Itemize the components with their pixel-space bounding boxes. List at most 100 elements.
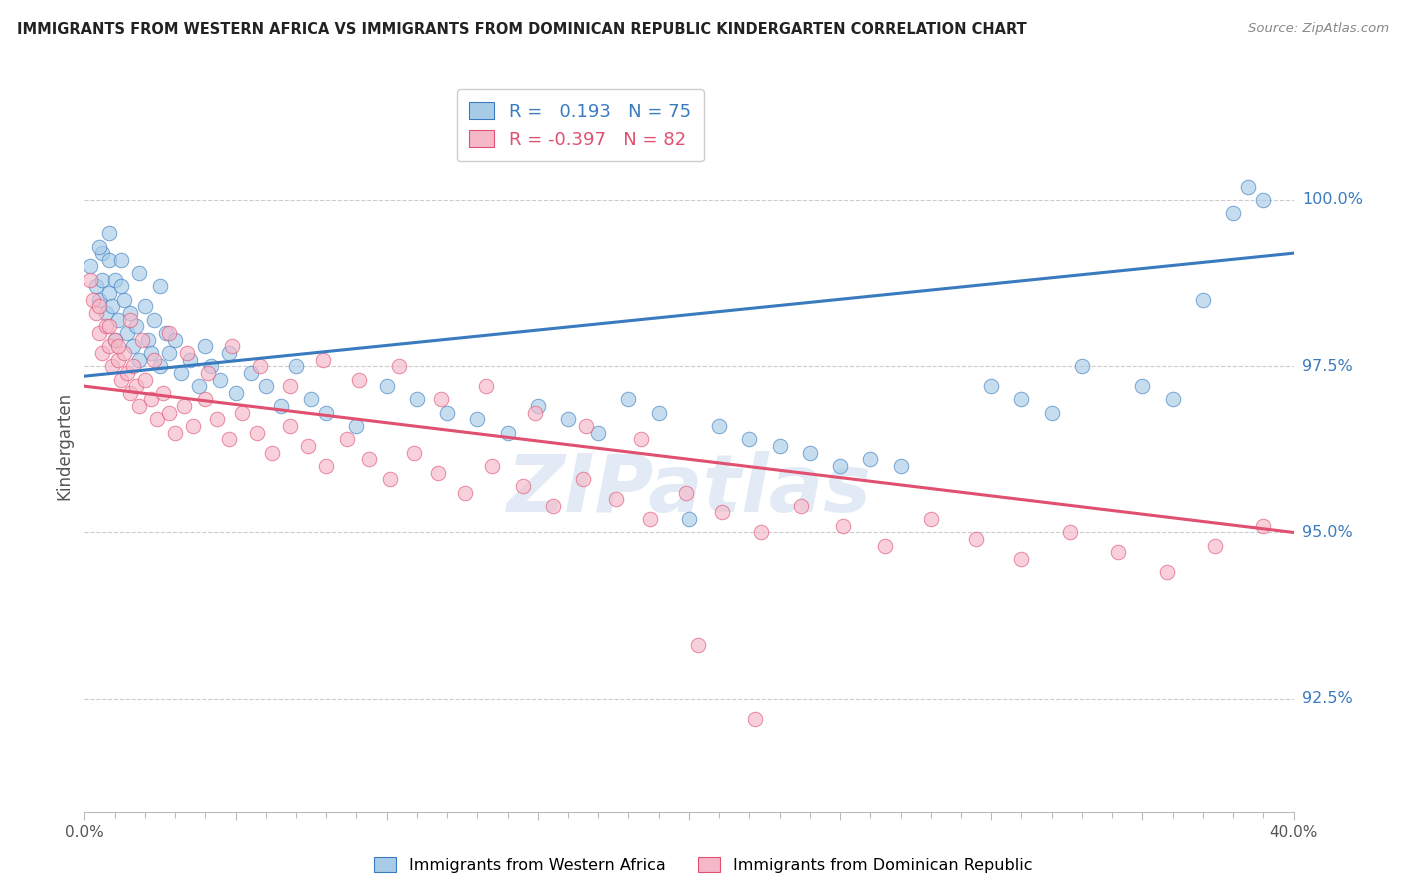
Point (112, 346, 135, 360)
Point (799, 445, 821, 459)
Point (406, 392, 429, 407)
Point (523, 406, 546, 420)
Point (221, 339, 243, 353)
Point (920, 512, 942, 526)
Point (131, 333, 153, 347)
Point (170, 366, 193, 380)
Point (89, 299, 111, 313)
Point (125, 379, 148, 393)
Point (149, 359, 172, 374)
Point (249, 359, 271, 374)
Point (1204, 539, 1226, 553)
Point (110, 372, 132, 386)
Point (89, 293, 111, 307)
Point (475, 379, 498, 393)
Text: 100.0%: 100.0% (1302, 193, 1362, 208)
Point (299, 392, 322, 407)
Point (575, 419, 598, 434)
Point (1192, 293, 1215, 307)
Point (197, 366, 219, 380)
Point (218, 346, 240, 360)
Point (388, 359, 411, 374)
Legend: R =   0.193   N = 75, R = -0.397   N = 82: R = 0.193 N = 75, R = -0.397 N = 82 (457, 89, 703, 161)
Point (207, 412, 229, 426)
Legend: Immigrants from Western Africa, Immigrants from Dominican Republic: Immigrants from Western Africa, Immigran… (367, 851, 1039, 880)
Point (146, 412, 169, 426)
Point (357, 452, 380, 467)
Point (107, 339, 129, 353)
Point (86, 306, 108, 320)
Point (181, 419, 204, 434)
Text: 95.0%: 95.0% (1302, 525, 1353, 540)
Point (890, 458, 912, 473)
Point (82, 293, 104, 307)
Point (97, 319, 120, 334)
Point (194, 339, 217, 353)
Text: Source: ZipAtlas.com: Source: ZipAtlas.com (1249, 22, 1389, 36)
Point (149, 279, 172, 293)
Point (527, 399, 550, 413)
Point (638, 512, 661, 526)
Point (738, 433, 761, 447)
Point (104, 333, 127, 347)
Point (121, 339, 143, 353)
Point (378, 472, 401, 486)
Point (1130, 379, 1153, 393)
Point (278, 419, 301, 434)
Point (965, 532, 987, 546)
Point (94, 306, 117, 320)
Point (349, 372, 371, 386)
Point (100, 359, 122, 374)
Point (200, 359, 222, 374)
Point (315, 458, 337, 473)
Point (165, 425, 187, 440)
Point (194, 392, 217, 407)
Point (1253, 193, 1275, 207)
Point (278, 379, 301, 393)
Point (97, 339, 120, 353)
Point (254, 379, 277, 393)
Y-axis label: Kindergarten: Kindergarten (55, 392, 73, 500)
Point (128, 399, 150, 413)
Point (375, 379, 398, 393)
Point (436, 406, 458, 420)
Point (1237, 179, 1260, 194)
Point (139, 346, 162, 360)
Point (104, 333, 127, 347)
Point (246, 425, 269, 440)
Point (115, 326, 138, 340)
Point (648, 406, 671, 420)
Point (188, 379, 211, 393)
Text: IMMIGRANTS FROM WESTERN AFRICA VS IMMIGRANTS FROM DOMINICAN REPUBLIC KINDERGARTE: IMMIGRANTS FROM WESTERN AFRICA VS IMMIGR… (17, 22, 1026, 37)
Point (218, 433, 240, 447)
Point (541, 499, 564, 513)
Point (91, 273, 114, 287)
Point (112, 293, 135, 307)
Point (125, 319, 148, 334)
Point (110, 252, 132, 267)
Point (91, 346, 114, 360)
Point (152, 385, 174, 400)
Point (1011, 392, 1033, 407)
Point (225, 385, 247, 400)
Point (157, 326, 180, 340)
Point (173, 399, 195, 413)
Point (686, 639, 709, 653)
Point (165, 333, 187, 347)
Point (346, 419, 368, 434)
Text: 92.5%: 92.5% (1302, 691, 1353, 706)
Point (1071, 359, 1094, 374)
Point (467, 412, 489, 426)
Point (79, 273, 101, 287)
Point (155, 326, 177, 340)
Point (572, 472, 595, 486)
Point (430, 392, 453, 407)
Point (1161, 392, 1184, 407)
Point (1107, 545, 1129, 559)
Point (79, 260, 101, 274)
Point (769, 439, 792, 453)
Point (1222, 206, 1244, 220)
Point (1059, 525, 1081, 540)
Point (454, 485, 477, 500)
Point (118, 306, 141, 320)
